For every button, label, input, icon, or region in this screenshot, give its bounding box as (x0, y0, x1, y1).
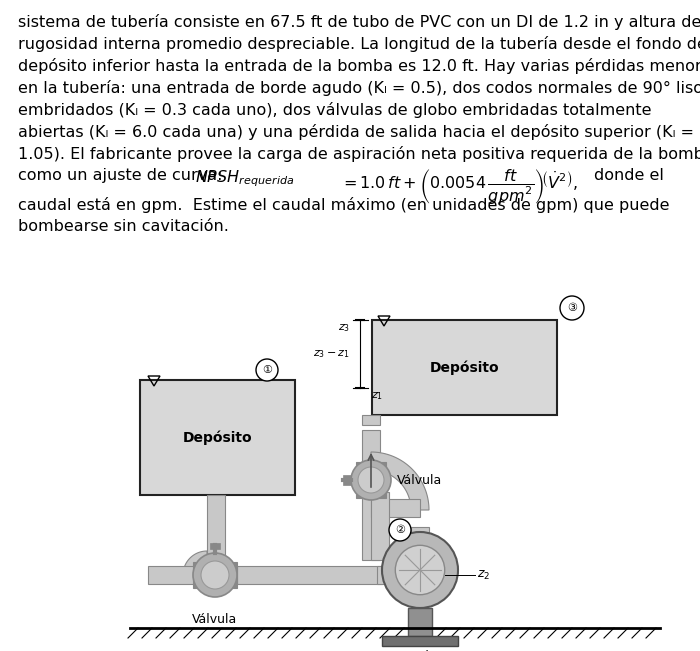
Text: sistema de tubería consiste en 67.5 ft de tubo de PVC con un DI de 1.2 in y altu: sistema de tubería consiste en 67.5 ft d… (18, 14, 700, 30)
Bar (382, 636, 458, 646)
Bar (207, 495, 225, 575)
Bar (356, 462, 386, 470)
Circle shape (358, 467, 384, 493)
Text: embridados (Kₗ = 0.3 cada uno), dos válvulas de globo embridadas totalmente: embridados (Kₗ = 0.3 cada uno), dos válv… (18, 102, 652, 118)
Text: bombearse sin cavitación.: bombearse sin cavitación. (18, 219, 229, 234)
Text: rugosidad interna promedio despreciable. La longitud de la tubería desde el fond: rugosidad interna promedio despreciable.… (18, 36, 700, 52)
Polygon shape (371, 452, 429, 510)
Text: ①: ① (262, 365, 272, 375)
Polygon shape (183, 551, 207, 575)
Circle shape (389, 519, 411, 541)
Text: donde el: donde el (594, 168, 664, 183)
Text: como un ajuste de curva:: como un ajuste de curva: (18, 168, 232, 183)
Bar (193, 562, 203, 588)
Circle shape (256, 359, 278, 381)
Bar (227, 562, 237, 588)
Text: Depósito: Depósito (430, 360, 499, 375)
Text: Depósito: Depósito (183, 430, 252, 445)
Circle shape (193, 553, 237, 597)
Text: Válvula: Válvula (193, 613, 237, 626)
Text: ②: ② (395, 525, 405, 535)
Bar (371, 499, 420, 517)
Text: $z_1$: $z_1$ (371, 390, 383, 402)
Bar (362, 430, 380, 560)
Text: $z_3 - z_1$: $z_3 - z_1$ (313, 348, 350, 360)
Bar (210, 543, 220, 549)
Circle shape (382, 532, 458, 608)
Text: 1.05). El fabricante provee la carga de aspiración neta positiva requerida de la: 1.05). El fabricante provee la carga de … (18, 146, 700, 162)
Circle shape (201, 561, 229, 589)
Bar (362, 415, 380, 425)
Text: Válvula: Válvula (397, 473, 442, 486)
Bar (408, 608, 432, 636)
Text: $= 1.0\,ft + \left(0.0054\,\dfrac{ft}{gpm^2}\right)\!\left(\dot{V}^2\right),$: $= 1.0\,ft + \left(0.0054\,\dfrac{ft}{gp… (340, 167, 578, 206)
Bar (343, 475, 351, 485)
Text: Bomba: Bomba (398, 650, 442, 651)
Bar (372, 320, 557, 415)
Bar (377, 566, 392, 584)
Text: ③: ③ (567, 303, 577, 313)
Text: depósito inferior hasta la entrada de la bomba es 12.0 ft. Hay varias pérdidas m: depósito inferior hasta la entrada de la… (18, 58, 700, 74)
Bar (356, 490, 386, 498)
Text: abiertas (Kₗ = 6.0 cada una) y una pérdida de salida hacia el depósito superior : abiertas (Kₗ = 6.0 cada una) y una pérdi… (18, 124, 694, 140)
Circle shape (395, 546, 444, 595)
Text: $NPSH_{requerida}$: $NPSH_{requerida}$ (195, 168, 294, 189)
Text: en la tubería: una entrada de borde agudo (Kₗ = 0.5), dos codos normales de 90° : en la tubería: una entrada de borde agud… (18, 80, 700, 96)
Circle shape (560, 296, 584, 320)
Bar (148, 566, 213, 584)
Bar (140, 380, 295, 495)
Text: caudal está en gpm.  Estime el caudal máximo (en unidades de gpm) que puede: caudal está en gpm. Estime el caudal máx… (18, 197, 669, 213)
Text: $z_2$: $z_2$ (477, 568, 490, 581)
Bar (371, 492, 389, 560)
Bar (237, 566, 382, 584)
Bar (411, 527, 429, 557)
Circle shape (351, 460, 391, 500)
Text: $z_3$: $z_3$ (338, 322, 350, 334)
